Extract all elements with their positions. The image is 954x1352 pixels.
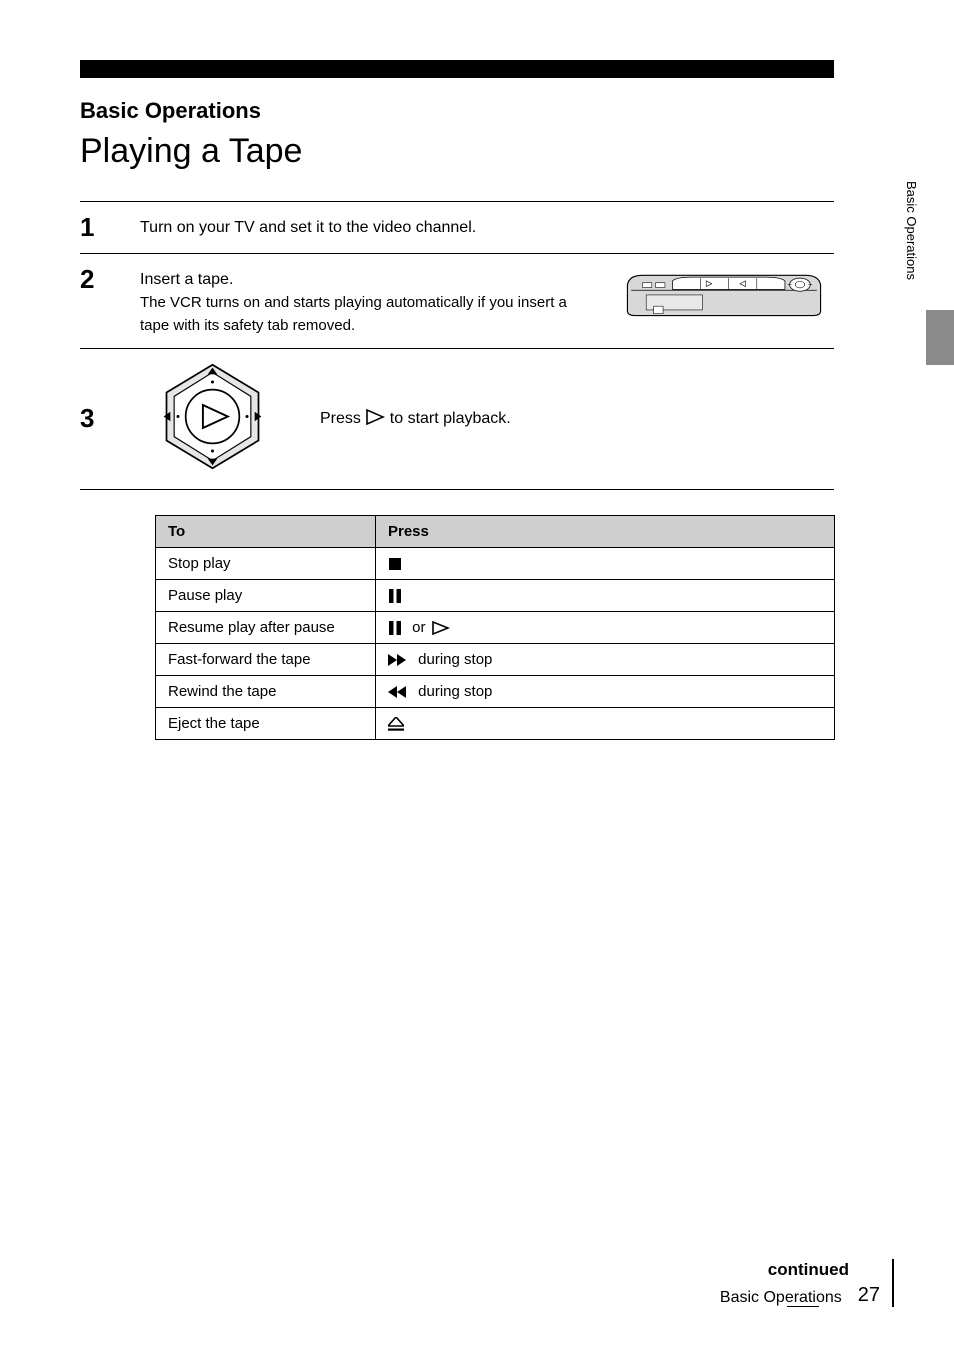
- op-eject: Eject the tape: [156, 707, 376, 739]
- step-1-text: Turn on your TV and set it to the video …: [140, 212, 834, 239]
- rewind-icon: [388, 686, 408, 698]
- press-resume: or: [376, 611, 835, 643]
- table-row: Pause play: [156, 579, 835, 611]
- resume-or: or: [412, 619, 430, 636]
- side-tab-label: Basic Operations: [904, 181, 919, 280]
- step-number: 1: [80, 212, 120, 243]
- divider: [80, 489, 834, 490]
- ff-post: during stop: [418, 651, 492, 668]
- jog-illustration: [140, 359, 300, 479]
- step-2-sub: The VCR turns on and starts playing auto…: [140, 294, 567, 334]
- step-2-text: Insert a tape. The VCR turns on and star…: [140, 264, 594, 338]
- table-row: Eject the tape: [156, 707, 835, 739]
- page-heading: Playing a Tape: [80, 132, 834, 171]
- step-3-pre: Press: [320, 410, 365, 427]
- op-pause: Pause play: [156, 579, 376, 611]
- press-rew: during stop: [376, 675, 835, 707]
- table-row: Stop play: [156, 547, 835, 579]
- fast-forward-icon: [388, 654, 408, 666]
- op-resume: Resume play after pause: [156, 611, 376, 643]
- stop-icon: [388, 557, 402, 571]
- eject-icon: [388, 717, 404, 731]
- step-number: 3: [80, 403, 120, 434]
- step-3-post: to start playback.: [390, 410, 511, 427]
- table-header-row: To Press: [156, 515, 835, 547]
- operations-table: To Press Stop play Pause play Resume pla…: [155, 515, 835, 740]
- footer-line: [892, 1259, 894, 1307]
- page-number: 27: [858, 1284, 880, 1307]
- play-icon: [432, 621, 450, 635]
- rew-post: during stop: [418, 683, 492, 700]
- op-stop: Stop play: [156, 547, 376, 579]
- step-3: 3 Press: [80, 349, 834, 489]
- section-label: Basic Operations: [80, 98, 834, 124]
- side-tab: [926, 310, 954, 365]
- table-row: Fast-forward the tape during stop: [156, 643, 835, 675]
- col-press: Press: [376, 515, 835, 547]
- pause-icon: [388, 589, 402, 603]
- step-2: 2 Insert a tape. The VCR turns on and st…: [80, 254, 834, 348]
- step-number: 2: [80, 264, 120, 295]
- play-icon: [365, 409, 385, 425]
- col-to: To: [156, 515, 376, 547]
- op-ff: Fast-forward the tape: [156, 643, 376, 675]
- press-stop: [376, 547, 835, 579]
- press-ff: during stop: [376, 643, 835, 675]
- footer-tick: [787, 1306, 819, 1307]
- footer-section-text: Basic Operations: [720, 1289, 842, 1307]
- vcr-illustration: [614, 264, 834, 324]
- press-eject: [376, 707, 835, 739]
- step-1: 1 Turn on your TV and set it to the vide…: [80, 202, 834, 253]
- op-rew: Rewind the tape: [156, 675, 376, 707]
- step-3-text: Press to start playback.: [320, 409, 834, 428]
- footer: Basic Operations 27: [720, 1259, 894, 1307]
- pause-icon: [388, 621, 402, 635]
- step-2-main: Insert a tape.: [140, 271, 233, 288]
- header-bar: [80, 60, 834, 78]
- table-row: Rewind the tape during stop: [156, 675, 835, 707]
- table-row: Resume play after pause or: [156, 611, 835, 643]
- press-pause: [376, 579, 835, 611]
